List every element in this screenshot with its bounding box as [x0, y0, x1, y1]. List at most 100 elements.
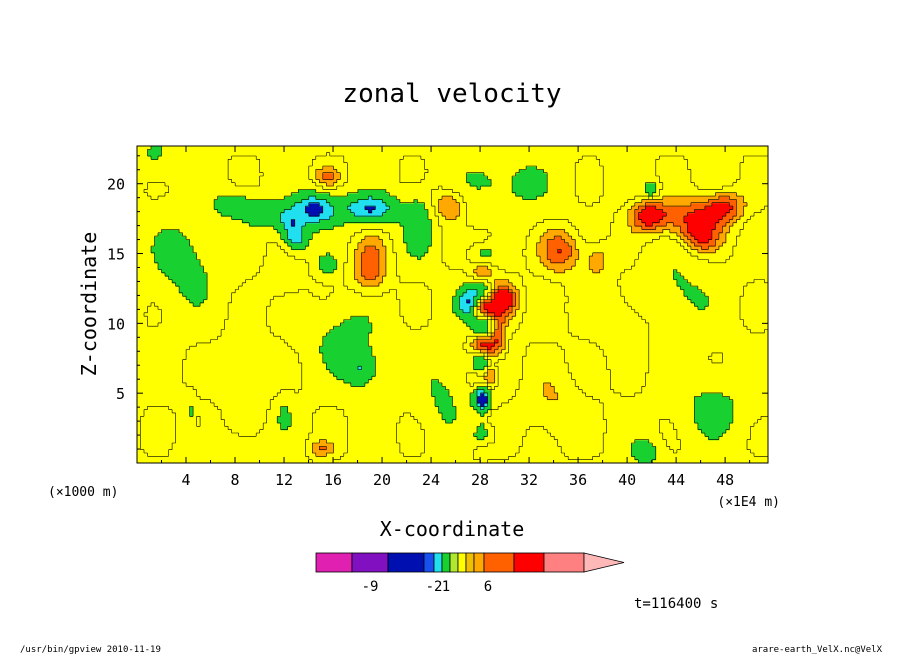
field-cell	[631, 306, 699, 311]
field-cell	[480, 296, 485, 301]
field-cell	[662, 202, 692, 207]
field-cell	[487, 359, 492, 364]
field-cell	[207, 296, 233, 301]
field-cell	[336, 406, 440, 411]
field-cell	[484, 292, 489, 297]
field-cell	[308, 212, 320, 217]
field-cell	[694, 419, 734, 424]
field-cell	[301, 366, 327, 371]
field-cell	[634, 219, 643, 224]
field-cell	[298, 389, 433, 394]
field-cell	[487, 319, 492, 324]
field-cell	[336, 262, 345, 267]
field-cell	[452, 396, 471, 401]
field-cell	[487, 396, 492, 401]
field-cell	[431, 239, 443, 244]
field-cell	[291, 222, 296, 227]
field-cell	[764, 206, 768, 210]
field-cell	[571, 376, 611, 381]
colorbar-segment	[423, 552, 435, 573]
field-cell	[287, 242, 310, 247]
field-cell	[603, 409, 695, 414]
field-cell	[438, 199, 457, 204]
field-cell	[620, 286, 681, 291]
field-cell	[505, 309, 513, 314]
field-cell	[473, 306, 478, 311]
field-cell	[189, 299, 205, 304]
field-cell	[487, 432, 496, 437]
field-cell	[452, 399, 471, 404]
field-cell	[158, 262, 201, 267]
field-cell	[452, 402, 471, 407]
field-cell	[196, 252, 268, 257]
field-cell	[266, 306, 401, 311]
field-cell	[301, 386, 433, 391]
field-cell	[494, 279, 510, 284]
field-cell	[694, 302, 709, 307]
field-cell	[494, 322, 499, 327]
field-cell	[322, 356, 376, 361]
field-cell	[424, 159, 580, 164]
field-cell	[396, 266, 450, 271]
field-cell	[519, 449, 562, 454]
field-cell	[284, 239, 292, 244]
colorbar-labels: -9 -2 1 6	[362, 579, 493, 595]
field-cell	[364, 249, 380, 254]
field-cell	[729, 219, 738, 224]
field-cell	[459, 306, 471, 311]
field-cell	[354, 212, 383, 217]
field-cell	[368, 339, 468, 344]
field-cell	[137, 422, 142, 427]
field-cell	[484, 282, 492, 287]
field-cell	[165, 182, 236, 187]
field-cell	[477, 399, 489, 404]
field-cell	[347, 442, 401, 447]
field-cell	[463, 319, 489, 324]
field-cell	[259, 176, 310, 180]
field-cell	[494, 319, 499, 324]
field-cell	[154, 256, 198, 261]
field-cell	[259, 182, 317, 187]
field-cell	[280, 219, 292, 224]
field-cell	[456, 416, 489, 421]
field-cell	[487, 459, 639, 463]
field-cell	[631, 452, 657, 457]
field-cell	[137, 229, 163, 234]
field-cell	[690, 299, 710, 304]
field-cell	[652, 222, 667, 227]
field-cell	[648, 192, 653, 197]
field-cell	[494, 349, 503, 354]
field-cell	[137, 172, 229, 177]
field-cell	[354, 259, 362, 264]
field-cell	[491, 292, 496, 297]
field-cell	[266, 416, 278, 421]
colorbar-label: -2	[426, 579, 443, 595]
field-cell	[694, 209, 731, 214]
field-cell	[137, 412, 145, 417]
field-cell	[466, 216, 615, 221]
field-cell	[368, 379, 433, 384]
field-cell	[501, 342, 506, 347]
field-cell	[687, 242, 695, 247]
field-cell	[333, 212, 355, 217]
field-cell	[736, 242, 768, 247]
field-cell	[284, 292, 313, 297]
field-cell	[655, 186, 664, 190]
field-cell	[487, 329, 492, 334]
field-cell	[270, 299, 401, 304]
field-cell	[491, 316, 496, 321]
field-cell	[347, 419, 401, 424]
field-cell	[666, 222, 674, 227]
field-cell	[536, 252, 548, 257]
field-cell	[333, 209, 352, 214]
field-cell	[179, 286, 208, 291]
field-cell	[491, 232, 531, 237]
field-cell	[354, 262, 362, 267]
field-cell	[701, 429, 727, 434]
field-cell	[175, 282, 208, 287]
field-cell	[708, 296, 741, 301]
field-cell	[498, 322, 503, 327]
field-cell	[561, 346, 601, 351]
field-cell	[631, 449, 657, 454]
field-cell	[207, 282, 243, 287]
